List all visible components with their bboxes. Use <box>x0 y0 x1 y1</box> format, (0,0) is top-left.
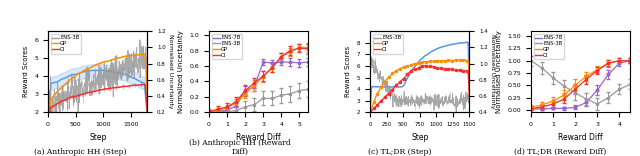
Y-axis label: Normalised Uncertainty: Normalised Uncertainty <box>496 30 502 113</box>
Text: (c) TL;DR (Step): (c) TL;DR (Step) <box>368 148 432 156</box>
Legend: ENS-3B, GP, CI: ENS-3B, GP, CI <box>372 34 403 54</box>
Text: (a) Anthropic HH (Step): (a) Anthropic HH (Step) <box>34 148 126 156</box>
Y-axis label: Normalised Uncertainty: Normalised Uncertainty <box>490 34 495 109</box>
X-axis label: Reward Diff: Reward Diff <box>558 133 603 142</box>
Text: (d) TL;DR (Reward Diff): (d) TL;DR (Reward Diff) <box>514 148 606 156</box>
Y-axis label: Normalized Uncertainty: Normalized Uncertainty <box>178 30 184 113</box>
Legend: ENS-7B, ENS-3B, GP, CI: ENS-7B, ENS-3B, GP, CI <box>534 34 564 59</box>
Legend: ENS-3B, GP, CI: ENS-3B, GP, CI <box>51 34 81 54</box>
Text: (b) Anthropic HH (Reward
Diff): (b) Anthropic HH (Reward Diff) <box>189 139 291 156</box>
Y-axis label: Reward Scores: Reward Scores <box>345 46 351 97</box>
Legend: ENS-7B, ENS-3B, GP, CI: ENS-7B, ENS-3B, GP, CI <box>212 34 242 59</box>
X-axis label: Reward Diff: Reward Diff <box>236 133 281 142</box>
X-axis label: Step: Step <box>411 133 428 142</box>
Y-axis label: Reward Scores: Reward Scores <box>23 46 29 97</box>
Y-axis label: Normalised Uncertainty: Normalised Uncertainty <box>168 34 173 109</box>
X-axis label: Step: Step <box>89 133 106 142</box>
